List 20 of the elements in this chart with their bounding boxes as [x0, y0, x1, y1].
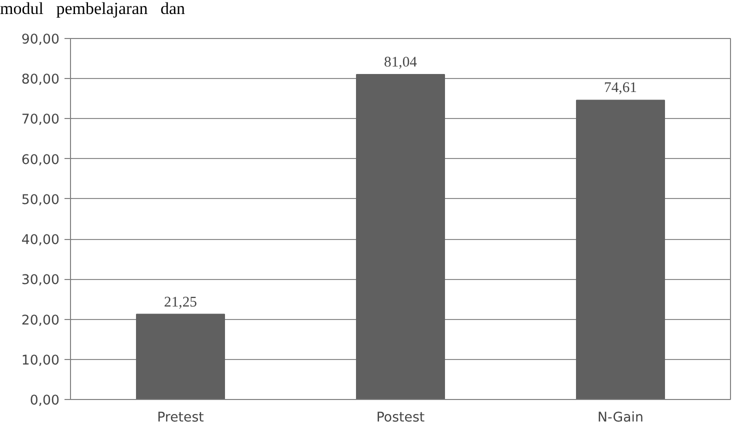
- data-label: 81,04: [384, 54, 418, 70]
- y-tick-label: 40,00: [21, 233, 60, 248]
- y-tick-label: 30,00: [21, 273, 60, 288]
- bar: [356, 74, 445, 400]
- y-tick-label: 80,00: [21, 72, 60, 88]
- y-tick-label: 50,00: [21, 192, 60, 208]
- data-label: 74,61: [604, 80, 637, 96]
- y-tick-label: 0,00: [30, 394, 60, 408]
- text: modul pembelajaran dan: [0, 0, 186, 18]
- y-tick-label: 10,00: [21, 353, 60, 368]
- x-tick-label: N-Gain: [598, 410, 644, 426]
- data-label: 21,25: [164, 294, 197, 310]
- bar: [136, 314, 225, 400]
- bar: [576, 100, 665, 400]
- y-tick-label: 70,00: [21, 112, 60, 128]
- x-tick-label: Pretest: [157, 410, 204, 426]
- x-tick-label: Postest: [376, 410, 425, 426]
- y-tick-label: 20,00: [21, 313, 60, 328]
- y-tick-label: 90,00: [21, 32, 60, 48]
- y-tick-label: 60,00: [21, 152, 60, 168]
